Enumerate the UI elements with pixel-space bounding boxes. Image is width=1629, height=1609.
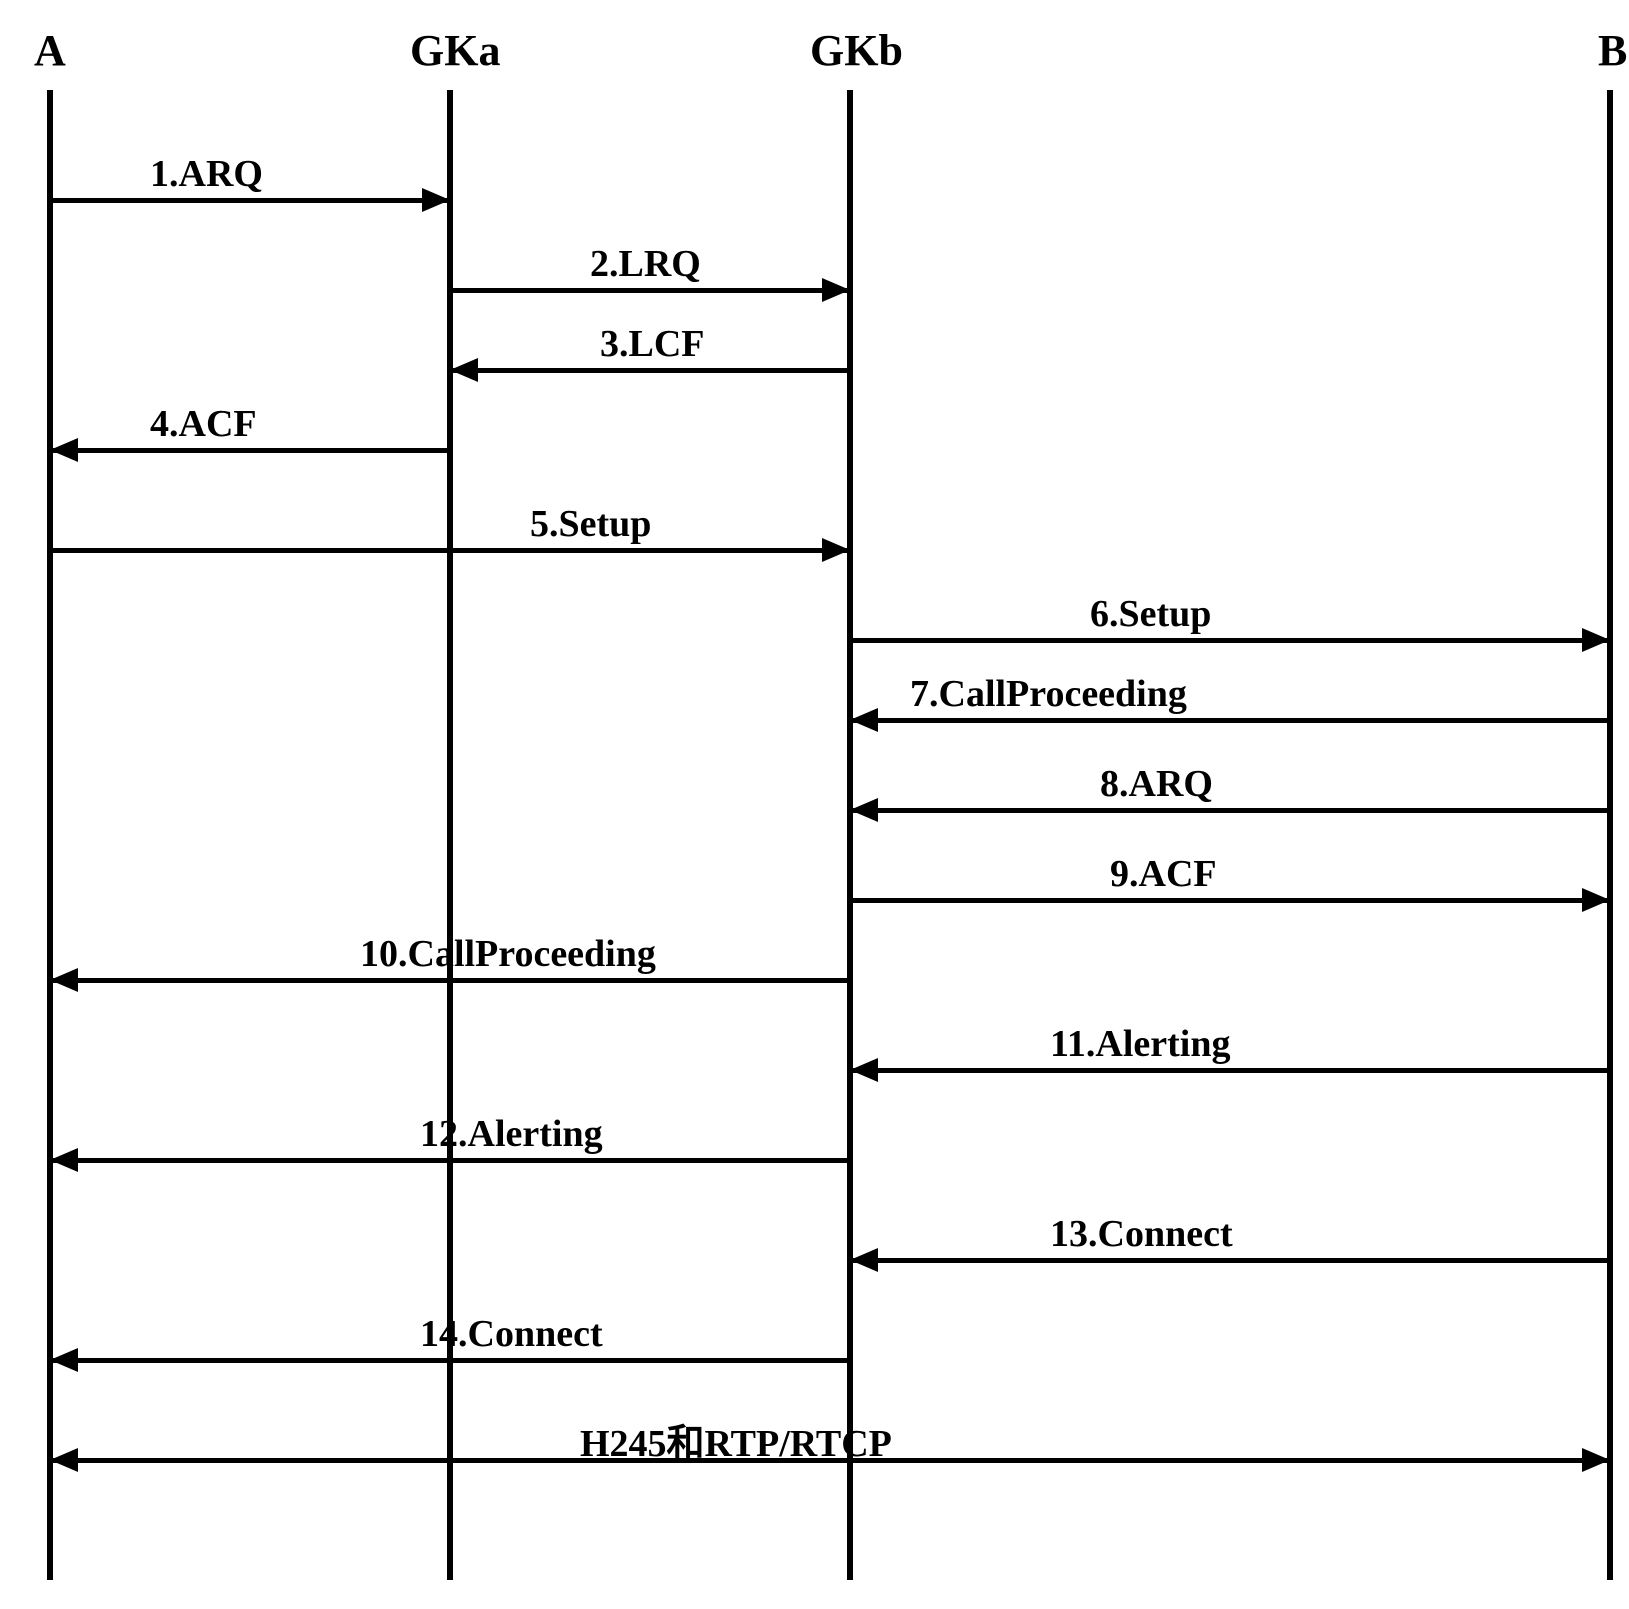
message-line-8 <box>850 808 1610 813</box>
lifeline-label-gkb: GKb <box>810 25 903 76</box>
message-line-9 <box>850 898 1610 903</box>
message-label-4: 4.ACF <box>150 402 257 446</box>
arrowhead-left-3 <box>450 358 478 382</box>
arrowhead-left-11 <box>850 1058 878 1082</box>
message-line-5 <box>50 548 850 553</box>
arrowhead-right-5 <box>822 538 850 562</box>
message-label-3: 3.LCF <box>600 322 705 366</box>
lifeline-b <box>1607 90 1613 1580</box>
message-label-13: 13.Connect <box>1050 1212 1233 1256</box>
message-line-4 <box>50 448 450 453</box>
lifeline-label-a: A <box>34 25 66 76</box>
message-label-5: 5.Setup <box>530 502 651 546</box>
message-label-12: 12.Alerting <box>420 1112 603 1156</box>
message-line-1 <box>50 198 450 203</box>
lifeline-label-gka: GKa <box>410 25 500 76</box>
message-line-14 <box>50 1358 850 1363</box>
message-line-3 <box>450 368 850 373</box>
message-label-10: 10.CallProceeding <box>360 932 656 976</box>
arrowhead-right-15 <box>1582 1448 1610 1472</box>
message-line-11 <box>850 1068 1610 1073</box>
message-line-7 <box>850 718 1610 723</box>
message-label-9: 9.ACF <box>1110 852 1217 896</box>
message-line-13 <box>850 1258 1610 1263</box>
arrowhead-left-7 <box>850 708 878 732</box>
arrowhead-left-8 <box>850 798 878 822</box>
arrowhead-left-10 <box>50 968 78 992</box>
message-line-10 <box>50 978 850 983</box>
lifeline-gka <box>447 90 453 1580</box>
message-label-11: 11.Alerting <box>1050 1022 1230 1066</box>
message-label-6: 6.Setup <box>1090 592 1211 636</box>
arrowhead-left-15 <box>50 1448 78 1472</box>
message-line-6 <box>850 638 1610 643</box>
arrowhead-left-13 <box>850 1248 878 1272</box>
message-line-2 <box>450 288 850 293</box>
arrowhead-left-14 <box>50 1348 78 1372</box>
arrowhead-right-2 <box>822 278 850 302</box>
message-label-1: 1.ARQ <box>150 152 263 196</box>
message-label-14: 14.Connect <box>420 1312 603 1356</box>
message-label-15: H245和RTP/RTCP <box>580 1412 892 1467</box>
message-label-8: 8.ARQ <box>1100 762 1213 806</box>
message-label-7: 7.CallProceeding <box>910 672 1187 716</box>
lifeline-label-b: B <box>1598 25 1627 76</box>
message-label-2: 2.LRQ <box>590 242 701 286</box>
arrowhead-right-9 <box>1582 888 1610 912</box>
lifeline-gkb <box>847 90 853 1580</box>
arrowhead-right-6 <box>1582 628 1610 652</box>
sequence-diagram: A GKa GKb B 1.ARQ 2.LRQ 3.LCF 4.ACF 5.Setup 6.Set… <box>20 20 1629 1589</box>
message-line-12 <box>50 1158 850 1163</box>
arrowhead-right-1 <box>422 188 450 212</box>
arrowhead-left-4 <box>50 438 78 462</box>
arrowhead-left-12 <box>50 1148 78 1172</box>
